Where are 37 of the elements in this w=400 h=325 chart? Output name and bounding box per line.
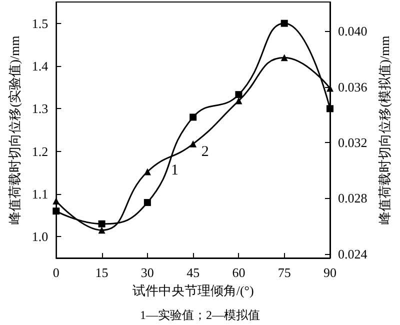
- x-tick-label: 45: [186, 265, 200, 280]
- series-label: 2: [201, 144, 209, 160]
- text: 1—实验值；2—模拟值: [140, 308, 260, 322]
- y-tick-label: 1.1: [32, 186, 48, 202]
- series-label: 1: [170, 162, 178, 178]
- point: [144, 199, 151, 206]
- point: [190, 140, 197, 148]
- point: [326, 105, 334, 112]
- y2-tick-label: 0.024: [338, 246, 368, 262]
- point: [98, 220, 106, 228]
- y2-tick-label: 0.028: [338, 190, 368, 206]
- y-tick-label: 1.2: [32, 144, 48, 159]
- x-axis-title: 试件中央节理倾角/(°): [132, 282, 254, 298]
- x-tick-label: 60: [232, 265, 246, 280]
- point: [52, 197, 60, 204]
- x-tick-label: 0: [52, 265, 60, 280]
- y-axis-title: 峰值荷载时切向位移(实验值)/mm: [7, 36, 22, 224]
- point: [235, 97, 242, 104]
- y2-tick-label: 0.040: [338, 24, 368, 39]
- point: [98, 226, 106, 234]
- y2-axis-title: 峰值荷载时切向位移(模拟值)/mm: [377, 36, 392, 224]
- x-tick-label: 30: [140, 265, 154, 280]
- point: [235, 91, 242, 98]
- y2-tick-label: 0.032: [338, 135, 368, 150]
- point: [190, 114, 197, 121]
- point: [52, 208, 60, 215]
- y-tick-label: 1.4: [32, 58, 49, 74]
- point: [280, 20, 288, 27]
- x-tick-label: 75: [278, 265, 291, 280]
- point: [144, 168, 151, 176]
- x-tick-label: 15: [95, 265, 108, 280]
- y-tick-label: 1.3: [32, 101, 48, 116]
- point: [280, 54, 288, 62]
- y-tick-label: 1.5: [32, 16, 48, 31]
- y2-tick-label: 0.036: [338, 79, 368, 94]
- x-tick-label: 90: [324, 265, 336, 280]
- y-tick-label: 1.0: [32, 229, 48, 244]
